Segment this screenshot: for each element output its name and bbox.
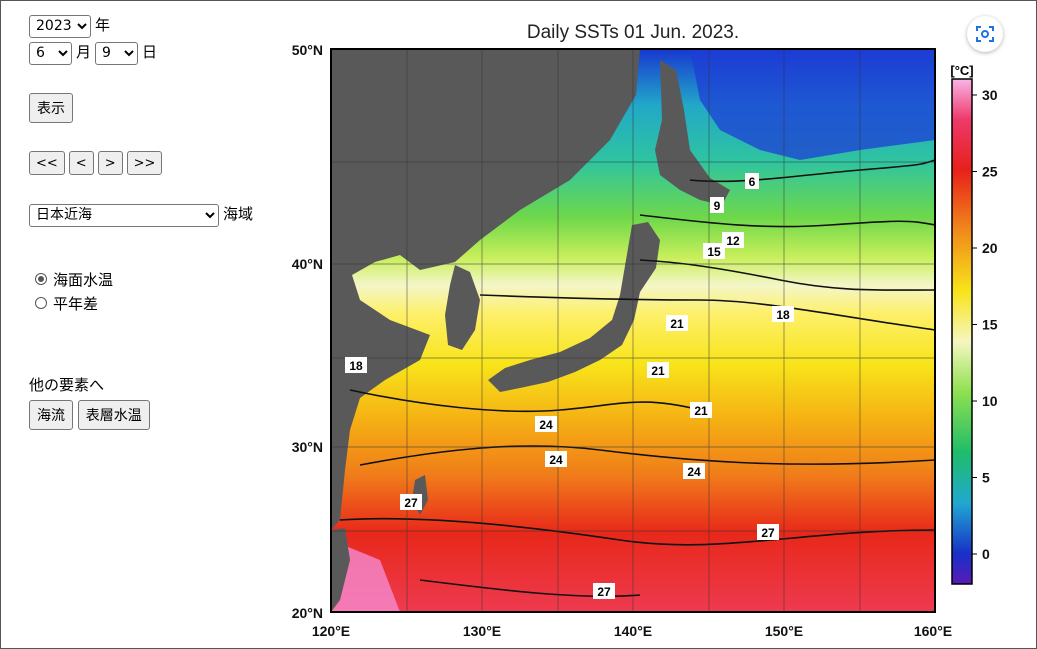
contour-label: 12 [726,234,740,248]
other-elements-buttons: 海流 表層水温 [29,400,150,430]
contour-label: 18 [776,308,790,322]
scan-glyph-icon [976,26,994,42]
lens-scan-icon[interactable] [967,16,1003,52]
contour-label-bg [593,583,615,599]
lon-label: 160°E [914,623,952,639]
colorbar-tick-label: 20 [982,240,998,256]
lat-label: 30°N [292,439,323,455]
element-radio-group: 海面水温 平年差 [29,267,113,315]
contour-label: 24 [539,418,553,432]
month-select[interactable]: 6 [29,41,72,65]
korea-land [445,265,480,350]
colorbar-tick-label: 5 [982,470,990,486]
colorbar-ticks: 30 25 20 15 10 5 0 [972,87,998,562]
contour-label-bg [545,451,567,467]
date-year-row: 2023年 [29,14,114,38]
region-select[interactable]: 日本近海 [29,203,219,227]
colorbar-tick-label: 0 [982,546,990,562]
contour-label-bg [690,402,712,418]
colorbar-tick-label: 30 [982,87,998,103]
date-nav: << < > >> [29,151,166,175]
contour-label: 9 [714,199,721,213]
date-month-day-row: 6月 9 日 [29,41,161,65]
map-title: Daily SSTs 01 Jun. 2023. [527,22,739,43]
region-label: 海域 [223,205,254,223]
prev-button[interactable]: < [68,151,94,175]
contour-labels: 6 9 12 15 18 18 21 21 21 24 24 24 27 27 27 [345,173,794,599]
contour-label-bg [745,173,759,189]
map-plot-area: 6 9 12 15 18 18 21 21 21 24 24 24 27 27 27 [331,49,935,612]
continent-land [331,49,640,530]
lat-label: 50°N [292,42,323,58]
contour-label: 27 [404,496,418,510]
contour-label-bg [703,243,725,259]
contour-label-bg [666,315,688,331]
contour-label-bg [345,357,367,373]
region-row: 日本近海海域 [29,203,257,227]
philippines-land [331,528,350,612]
radio-anomaly[interactable]: 平年差 [35,291,113,315]
contour-label: 24 [687,465,701,479]
contour-label: 27 [597,585,611,599]
subsurface-temp-button[interactable]: 表層水温 [77,400,150,430]
contour-label: 21 [694,404,708,418]
sakhalin-hokkaido-land [655,60,730,205]
contour-label-bg [647,362,669,378]
contour-label: 21 [670,317,684,331]
lon-label: 130°E [463,623,501,639]
contour-label-bg [535,416,557,432]
radio-dot-checked [35,273,47,285]
contour-label-bg [710,197,724,213]
longitude-labels: 120°E 130°E 140°E 150°E 160°E [312,623,952,639]
contour-label: 24 [549,453,563,467]
contour-label: 27 [761,526,775,540]
day-select[interactable]: 9 [95,41,139,65]
year-select[interactable]: 2023 [29,14,91,38]
radio-anomaly-label: 平年差 [53,294,99,313]
day-label: 日 [142,43,158,61]
next-button[interactable]: > [97,151,123,175]
radio-dot-unchecked [35,297,47,309]
contour-label: 18 [349,359,363,373]
show-button[interactable]: 表示 [29,93,73,123]
lat-label: 40°N [292,256,323,272]
contour-label-bg [757,524,779,540]
lat-label: 20°N [292,605,323,621]
colorbar [951,78,973,585]
current-button[interactable]: 海流 [29,400,73,430]
lon-label: 140°E [614,623,652,639]
cold-water-patch [690,49,935,160]
lon-label: 120°E [312,623,350,639]
map-frame [330,48,936,613]
contour-label: 21 [651,364,665,378]
month-label: 月 [76,43,92,61]
contour-label: 6 [749,175,756,189]
other-elements-heading: 他の要素へ [29,376,105,394]
year-label: 年 [95,16,111,34]
radio-sst-label: 海面水温 [53,270,114,289]
contour-lines [339,159,935,598]
colorbar-unit: [°C] [950,63,973,78]
contour-label-bg [772,306,794,322]
last-button[interactable]: >> [126,151,163,175]
contour-label-bg [400,494,422,510]
graticule [331,49,935,612]
colorbar-tick-label: 15 [982,317,998,333]
colorbar-tick-label: 25 [982,164,998,180]
first-button[interactable]: << [29,151,65,175]
latitude-labels: 50°N 40°N 30°N 20°N [292,42,323,621]
contour-label-bg [683,463,705,479]
contour-label: 15 [707,245,721,259]
contour-label-bg [722,232,744,248]
lon-label: 150°E [765,623,803,639]
colorbar-tick-label: 10 [982,393,998,409]
radio-sst[interactable]: 海面水温 [35,267,113,291]
